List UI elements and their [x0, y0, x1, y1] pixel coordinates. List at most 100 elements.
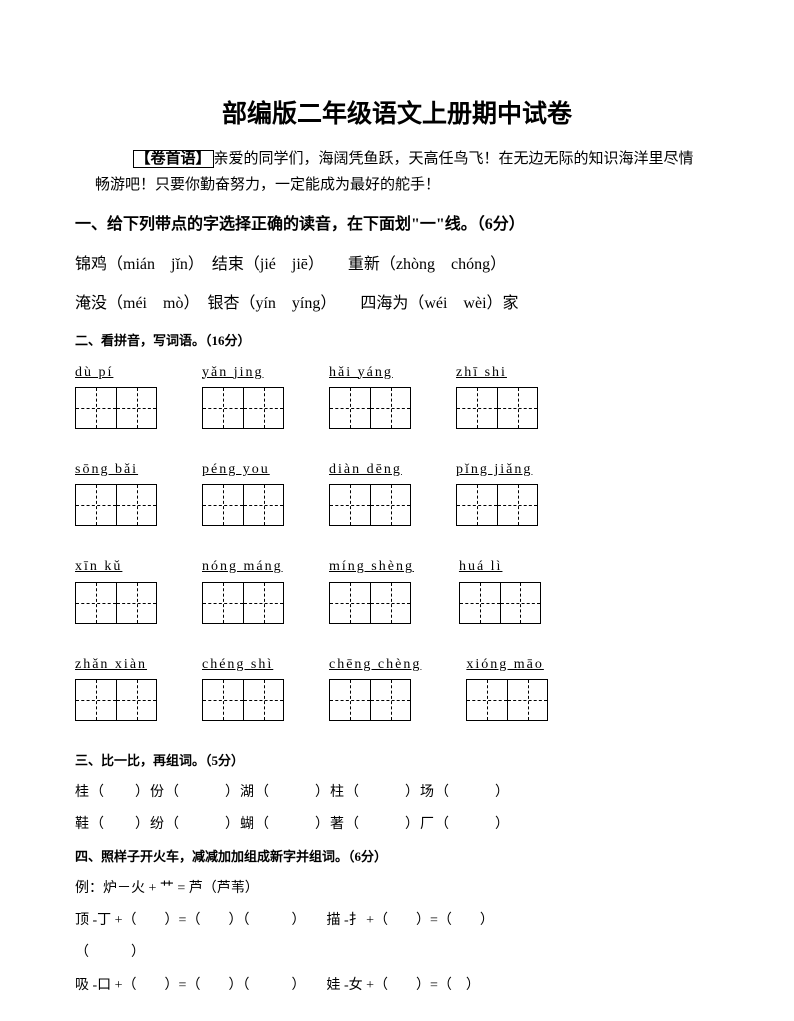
section4-example: 例：炉－火 + 艹 = 芦（芦苇） [75, 878, 719, 900]
tianzige-cell [243, 680, 283, 720]
pinyin-label: péng you [202, 459, 270, 481]
pinyin-row: zhǎn xiàn chéng shì chēng chèng xióng māo [75, 654, 719, 721]
pinyin-label: xióng māo [466, 654, 544, 676]
pinyin-item: hǎi yáng [329, 362, 411, 429]
pinyin-item: zhī shi [456, 362, 538, 429]
tianzige-box [202, 582, 284, 624]
tianzige-cell [370, 388, 410, 428]
section1-line1: 锦鸡（mián jǐn） 结束（jié jiē） 重新（zhòng chóng） [75, 252, 719, 278]
tianzige-box [202, 484, 284, 526]
pinyin-label: pǐng jiǎng [456, 459, 532, 481]
pinyin-item: dù pí [75, 362, 157, 429]
pinyin-row: dù pí yǎn jing hǎi yáng zhī shi [75, 362, 719, 429]
tianzige-box [75, 387, 157, 429]
tianzige-cell [507, 680, 547, 720]
pinyin-item: diàn dēng [329, 459, 411, 526]
pinyin-label: chéng shì [202, 654, 273, 676]
tianzige-cell [76, 680, 116, 720]
section4-heading: 四、照样子开火车，减减加加组成新字并组词。（6分） [75, 847, 719, 868]
tianzige-box [75, 679, 157, 721]
tianzige-cell [497, 388, 537, 428]
section3-heading: 三、比一比，再组词。（5分） [75, 751, 719, 772]
section1-heading: 一、给下列带点的字选择正确的读音，在下面划"一"线。（6分） [75, 212, 719, 238]
pinyin-item: péng you [202, 459, 284, 526]
section3-line2: 鞋（ ）纷（ ）蝴（ ）著（ ）厂（ ） [75, 814, 719, 836]
tianzige-cell [497, 485, 537, 525]
pinyin-label: xīn kǔ [75, 556, 122, 578]
tianzige-box [202, 679, 284, 721]
pinyin-item: xióng māo [466, 654, 548, 721]
section3-line1: 桂（ ）份（ ）湖（ ）柱（ ）场（ ） [75, 782, 719, 804]
tianzige-cell [203, 680, 243, 720]
tianzige-cell [203, 388, 243, 428]
tianzige-cell [500, 583, 540, 623]
tianzige-cell [460, 583, 500, 623]
pinyin-item: chéng shì [202, 654, 284, 721]
section2-heading: 二、看拼音，写词语。（16分） [75, 331, 719, 352]
pinyin-label: huá lì [459, 556, 503, 578]
tianzige-box [75, 582, 157, 624]
tianzige-box [329, 387, 411, 429]
tianzige-cell [76, 583, 116, 623]
pinyin-item: nóng máng [202, 556, 284, 623]
tianzige-cell [116, 485, 156, 525]
pinyin-label: sōng bǎi [75, 459, 138, 481]
tianzige-cell [467, 680, 507, 720]
pinyin-label: diàn dēng [329, 459, 402, 481]
tianzige-cell [76, 485, 116, 525]
tianzige-cell [330, 388, 370, 428]
pinyin-row: sōng bǎi péng you diàn dēng pǐng jiǎng [75, 459, 719, 526]
tianzige-cell [243, 388, 283, 428]
tianzige-cell [76, 388, 116, 428]
section4-line1b: （ ） [75, 942, 719, 964]
tianzige-cell [370, 680, 410, 720]
pinyin-label: zhǎn xiàn [75, 654, 147, 676]
tianzige-cell [330, 485, 370, 525]
pinyin-item: huá lì [459, 556, 541, 623]
tianzige-box [329, 484, 411, 526]
tianzige-cell [457, 485, 497, 525]
pinyin-label: dù pí [75, 362, 113, 384]
section4-line2: 吸 -口 +（ ）=（ ）（ ） 娃 -女 +（ ）=（ ） [75, 975, 719, 997]
tianzige-cell [116, 680, 156, 720]
tianzige-cell [116, 583, 156, 623]
tianzige-cell [203, 583, 243, 623]
tianzige-box [329, 582, 411, 624]
pinyin-item: sōng bǎi [75, 459, 157, 526]
tianzige-box [329, 679, 411, 721]
pinyin-row: xīn kǔ nóng máng míng shèng huá lì [75, 556, 719, 623]
tianzige-cell [243, 485, 283, 525]
pinyin-item: xīn kǔ [75, 556, 157, 623]
tianzige-cell [243, 583, 283, 623]
tianzige-cell [116, 388, 156, 428]
tianzige-box [456, 484, 538, 526]
pinyin-label: chēng chèng [329, 654, 421, 676]
pinyin-label: zhī shi [456, 362, 507, 384]
pinyin-grid: dù pí yǎn jing hǎi yáng zhī shi sōng bǎi péng… [75, 362, 719, 722]
pinyin-label: hǎi yáng [329, 362, 393, 384]
tianzige-cell [370, 485, 410, 525]
pinyin-item: yǎn jing [202, 362, 284, 429]
tianzige-cell [330, 680, 370, 720]
pinyin-item: míng shèng [329, 556, 414, 623]
preface-label: 【卷首语】 [133, 150, 214, 168]
tianzige-box [466, 679, 548, 721]
tianzige-box [459, 582, 541, 624]
tianzige-box [202, 387, 284, 429]
pinyin-label: míng shèng [329, 556, 414, 578]
tianzige-cell [203, 485, 243, 525]
tianzige-cell [370, 583, 410, 623]
section4-line1a: 顶 -丁 +（ ）=（ ）（ ） 描 -扌 +（ ）=（ ） [75, 910, 719, 932]
section1-line2: 淹没（méi mò） 银杏（yín yíng） 四海为（wéi wèi）家 [75, 291, 719, 317]
pinyin-item: pǐng jiǎng [456, 459, 538, 526]
preface-text: 【卷首语】亲爱的同学们，海阔凭鱼跃，天高任鸟飞！在无边无际的知识海洋里尽情畅游吧… [75, 147, 719, 198]
pinyin-item: chēng chèng [329, 654, 421, 721]
page-title: 部编版二年级语文上册期中试卷 [75, 95, 719, 135]
tianzige-box [75, 484, 157, 526]
tianzige-box [456, 387, 538, 429]
pinyin-item: zhǎn xiàn [75, 654, 157, 721]
tianzige-cell [457, 388, 497, 428]
tianzige-cell [330, 583, 370, 623]
pinyin-label: yǎn jing [202, 362, 264, 384]
pinyin-label: nóng máng [202, 556, 283, 578]
